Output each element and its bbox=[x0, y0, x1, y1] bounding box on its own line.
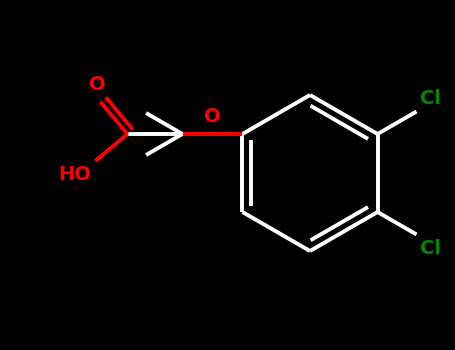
Text: O: O bbox=[89, 75, 106, 94]
Text: Cl: Cl bbox=[420, 89, 440, 107]
Text: Cl: Cl bbox=[420, 238, 440, 258]
Text: O: O bbox=[204, 107, 221, 126]
Text: HO: HO bbox=[58, 165, 91, 184]
